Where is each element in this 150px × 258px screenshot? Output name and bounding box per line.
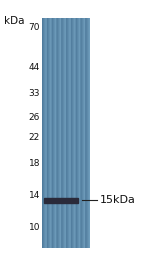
Text: 70: 70 [28,23,40,33]
Text: 15kDa: 15kDa [100,195,136,205]
Text: 22: 22 [29,133,40,142]
Text: 26: 26 [29,114,40,123]
Text: 10: 10 [28,223,40,232]
Text: 33: 33 [28,88,40,98]
Text: 18: 18 [28,158,40,167]
Text: 44: 44 [29,62,40,71]
Text: kDa: kDa [4,16,24,26]
Text: 14: 14 [29,190,40,199]
Bar [44,198,78,203]
